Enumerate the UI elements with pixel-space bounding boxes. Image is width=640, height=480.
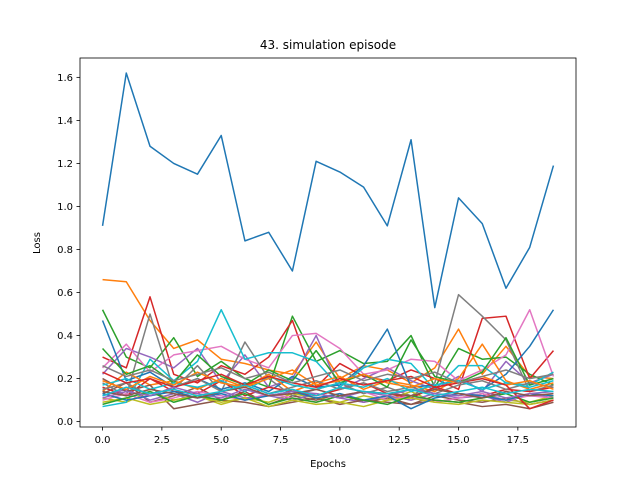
chart-title: 43. simulation episode (260, 38, 396, 52)
series-line-24 (102, 371, 554, 410)
y-tick-label: 1.6 (57, 73, 73, 84)
series-line-27 (102, 364, 554, 384)
x-tick-label: 7.5 (273, 435, 289, 446)
y-tick-label: 0.8 (57, 245, 73, 256)
y-tick-label: 0.4 (57, 331, 73, 342)
y-tick-label: 0.2 (57, 374, 73, 385)
x-tick-label: 17.5 (507, 435, 529, 446)
series-line-25 (102, 386, 554, 399)
series-layer (101, 72, 555, 410)
x-tick-label: 15.0 (447, 435, 469, 446)
y-tick-label: 1.4 (57, 116, 73, 127)
series-line-3 (101, 309, 554, 388)
series-line-7 (102, 308, 555, 382)
series-line-2 (102, 278, 554, 384)
x-tick-label: 2.5 (154, 435, 170, 446)
series-line-19 (102, 395, 554, 408)
x-tick-label: 5.0 (213, 435, 229, 446)
y-axis-ticks: 0.0 0.2 0.4 0.6 0.8 1.0 1.2 1.4 1.6 (57, 73, 80, 428)
y-tick-label: 0.6 (57, 288, 73, 299)
series-line-28 (102, 384, 554, 397)
x-axis-label: Epochs (310, 459, 346, 470)
y-axis-label: Loss (32, 232, 43, 254)
x-tick-label: 12.5 (388, 435, 410, 446)
y-tick-label: 1.0 (57, 202, 73, 213)
series-line-23 (102, 390, 554, 406)
x-tick-label: 10.0 (329, 435, 351, 446)
series-line-16 (102, 377, 554, 410)
series-line-1 (101, 72, 555, 309)
series-line-5 (101, 334, 554, 393)
x-tick-label: 0.0 (95, 435, 111, 446)
plot-area-frame (79, 57, 577, 428)
y-tick-label: 0.0 (57, 417, 73, 428)
series-line-26 (102, 386, 554, 399)
y-tick-label: 1.2 (57, 159, 73, 170)
series-line-13 (101, 336, 554, 388)
x-axis-ticks: 0.0 2.5 5.0 7.5 10.0 12.5 15.0 17.5 (95, 427, 529, 446)
